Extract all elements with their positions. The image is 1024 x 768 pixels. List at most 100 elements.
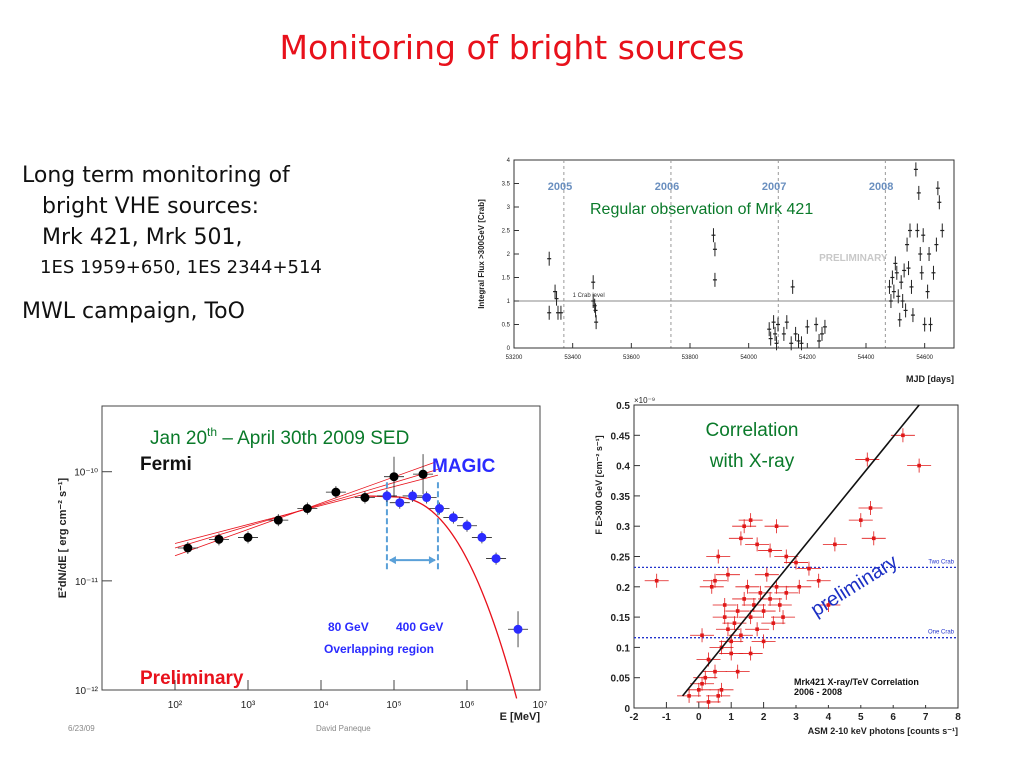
y-tick-label: 0.25 <box>611 553 631 564</box>
data-point <box>183 543 193 553</box>
x-tick-label: 10⁴ <box>313 700 328 711</box>
x-tick-label: 4 <box>826 712 832 723</box>
data-point <box>784 554 789 559</box>
data-point <box>513 624 523 634</box>
x-tick-label: 8 <box>955 712 961 723</box>
data-point <box>755 542 759 547</box>
bullet-list: Long term monitoring of bright VHE sourc… <box>22 160 322 324</box>
data-point <box>865 457 870 462</box>
data-point <box>491 554 501 564</box>
y-tick-label: 0.05 <box>611 674 631 685</box>
data-point <box>706 657 711 662</box>
y-axis-label: Integral Flux >300GeV [Crab] <box>477 199 486 309</box>
data-point <box>761 639 766 644</box>
y-tick-label: 10⁻¹¹ <box>75 577 99 588</box>
footer-author: David Paneque <box>316 724 371 733</box>
data-point <box>360 493 370 503</box>
reference-label: Two Crab <box>928 559 954 565</box>
label-fermi: Fermi <box>140 454 192 475</box>
y-tick-label: 0.35 <box>611 492 631 503</box>
x-tick-label: 3 <box>793 712 799 723</box>
label-400gev: 400 GeV <box>396 620 443 634</box>
data-point <box>794 560 798 565</box>
x-tick-label: 54200 <box>799 355 816 361</box>
x-tick-label: 6 <box>890 712 896 723</box>
data-point <box>797 585 802 589</box>
data-point <box>735 609 740 613</box>
slide-title: Monitoring of bright sources <box>279 28 745 67</box>
bullet-line: Long term monitoring of <box>22 163 290 188</box>
x-tick-label: 2 <box>761 712 767 723</box>
data-point <box>771 621 776 625</box>
correlation-chart: -2 -1 0 1 2 3 4 5 6 7 8 0 0.05 0.1 0.15 0.2 0.25 0.3 0.35 0… <box>594 396 961 736</box>
legend-text: Mrk421 X-ray/TeV Correlation <box>794 677 919 687</box>
data-point <box>462 521 472 531</box>
data-point <box>729 651 733 656</box>
data-point <box>422 493 432 503</box>
x-tick-label: -1 <box>662 712 671 723</box>
data-point <box>745 585 750 589</box>
data-point <box>722 603 727 607</box>
bullet-line: Mrk 421, Mrk 501, <box>42 225 243 250</box>
data-point <box>742 524 746 528</box>
bullet-line: 1ES 1959+650, 1ES 2344+514 <box>40 257 322 278</box>
label-magic: MAGIC <box>432 456 496 477</box>
data-point <box>408 491 418 501</box>
x-axis-label: ASM 2-10 keV photons [counts s⁻¹] <box>808 726 958 736</box>
y-tick-label: 0.4 <box>616 462 630 473</box>
plot-frame <box>513 159 955 349</box>
data-point <box>273 515 283 525</box>
data-point <box>687 694 691 698</box>
year-label: 2006 <box>655 181 679 193</box>
data-point <box>697 688 701 692</box>
x-tick-label: 53600 <box>623 355 640 361</box>
year-label: 2007 <box>762 181 786 193</box>
data-point <box>214 534 224 544</box>
y-tick-label: 3 <box>507 205 511 211</box>
data-point <box>807 566 811 571</box>
legend-box <box>788 673 956 705</box>
y-tick-label: 1 <box>507 299 511 305</box>
y-tick-label: 0.15 <box>611 613 631 624</box>
y-tick-label: 2 <box>507 252 511 258</box>
footer-date: 6/23/09 <box>68 724 95 733</box>
data-point <box>871 536 876 541</box>
label-80gev: 80 GeV <box>328 620 369 634</box>
y-tick-label: 0.3 <box>616 522 630 533</box>
bullet-monitoring: Long term monitoring of bright VHE sourc… <box>22 160 322 283</box>
data-point <box>742 597 746 601</box>
data-point <box>752 603 756 607</box>
data-point <box>713 669 717 674</box>
bullet-mwl: MWL campaign, ToO <box>22 299 245 324</box>
data-point <box>917 463 921 468</box>
data-point <box>826 603 831 607</box>
chart-annotation: Correlation <box>706 420 799 441</box>
data-point <box>713 578 717 583</box>
data-point <box>901 433 905 438</box>
watermark: PRELIMINARY <box>819 253 888 264</box>
label-preliminary: Preliminary <box>140 668 244 689</box>
x-tick-label: 54600 <box>916 355 933 361</box>
reference-label: One Crab <box>928 630 955 636</box>
data-point <box>732 621 737 625</box>
x-tick-label: 10³ <box>241 700 256 711</box>
data-point <box>774 524 779 528</box>
chart-annotation: Jan 20th – April 30th 2009 SED <box>150 425 409 449</box>
data-point <box>331 487 341 497</box>
data-point <box>781 615 785 619</box>
x-tick-label: 53400 <box>564 355 581 361</box>
data-point <box>768 597 772 601</box>
data-point <box>726 627 730 632</box>
data-point <box>739 633 743 638</box>
data-point <box>748 651 753 656</box>
data-point <box>719 688 724 692</box>
y-tick-label: 0.5 <box>616 401 630 412</box>
data-point <box>700 633 704 638</box>
x-tick-label: 1 <box>728 712 734 723</box>
x-tick-label: 10⁷ <box>533 700 548 711</box>
x-tick-label: 53800 <box>682 355 699 361</box>
y-tick-label: 0.1 <box>616 643 630 654</box>
y-tick-label: 0 <box>624 704 630 715</box>
y-multiplier: ×10⁻⁹ <box>634 396 655 405</box>
data-point <box>758 591 763 595</box>
